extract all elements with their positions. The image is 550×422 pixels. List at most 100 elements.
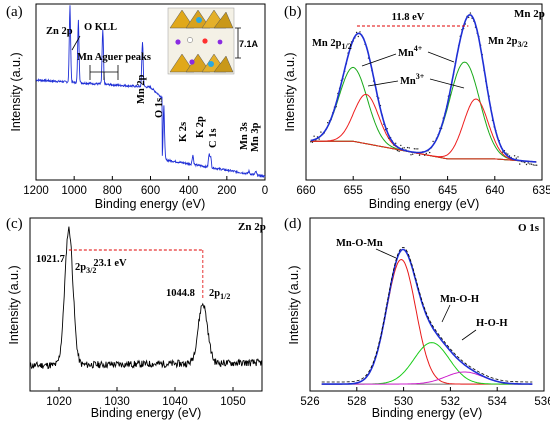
panel-b-tick-label: 635 [532,185,550,197]
panel-b-curves [310,12,538,166]
auger-bracket [89,65,119,80]
label-mn-o-h: Mn-O-H [440,294,479,305]
panel-c-peak2-label: 2p1/2 [209,288,230,301]
panel-d-label: (d) [284,216,302,232]
mn3-pointers [367,78,465,89]
label-h-o-h: H-O-H [476,318,508,329]
label-mn3p: Mn 3p [250,122,261,152]
mn2p-raw-point [320,131,322,133]
panel-a-label: (a) [6,4,23,20]
mn2p-raw-point [327,122,329,124]
panel-c-peak1-value: 1021.7 [36,254,65,265]
mn2p-raw-point [400,144,402,147]
panel-b-title: Mn 2p [514,8,545,20]
panel-c-peak1-label: 2p3/2 [75,262,96,275]
mn2p-raw-point [529,163,531,165]
panel-c-title: Zn 2p [238,221,266,233]
panel-d-tick-label: 526 [300,396,319,408]
panel-a: (a) 1200 1000 800 600 400 200 0 Binding energy… [6,3,268,211]
mn2p-raw-point [519,163,521,165]
label-mn2p32: Mn 2p3/2 [488,36,528,49]
mn2p-raw-point [403,147,405,149]
mn2p-raw-point [425,152,427,155]
mn2p-raw-point [469,12,472,14]
mn2p-component-mn3-1 [310,98,537,163]
mn2p-raw-point [432,140,434,143]
mn2p-raw-point [410,154,412,156]
panel-a-tick-label: 200 [217,185,236,197]
mn2p-envelope [310,14,537,163]
panel-d-tick-label: 534 [488,396,508,408]
panel-b-ylabel: Intensity (a.u.) [283,52,297,131]
panel-b-tick-label: 640 [485,185,504,197]
mn2p-raw-point [417,148,419,150]
mn2p-raw-point [418,154,421,156]
label-zn2p: Zn 2p [46,26,73,37]
mn2p-raw-point [507,153,509,155]
panel-b-splitting-label: 11.8 eV [392,12,425,23]
panel-a-survey-line [35,5,266,178]
label-mn3: Mn3+ [400,72,425,87]
mn2p-raw-point [524,161,526,164]
panel-c-label: (c) [6,216,23,232]
panel-d-tick-label: 536 [534,396,550,408]
panel-d-tick-label: 532 [441,396,460,408]
panel-c-tick-label: 1050 [220,396,246,408]
panel-a-tick-label: 1200 [23,185,49,197]
mn2p-raw-point [310,141,312,143]
label-mn-auger: Mn Aguer peaks [77,52,151,63]
panel-b-tick-label: 645 [438,185,457,197]
panel-b-x-ticks: 660 655 650 645 640 635 [296,176,550,197]
o1s-component-mn-o-h [321,342,533,385]
mn2p-raw-point [527,162,529,164]
panel-c-splitting-label: 23.1 eV [93,258,127,269]
mn2p-raw-point [395,142,397,144]
mn2p-raw-point [525,163,528,166]
panel-a-tick-label: 0 [262,185,268,197]
h-o-h-pointer [461,329,477,341]
mn2p-raw-point [313,135,315,137]
mn2p-raw-point [468,16,470,19]
mn2p-raw-point [357,35,359,38]
mn2p-raw-point [311,141,314,143]
mn2p-raw-point [513,155,516,157]
panel-b-tick-label: 660 [296,185,315,197]
mn2p-raw-point [530,163,533,165]
panel-c-x-ticks: 1020 1030 1040 1050 [46,387,246,408]
mn2p-raw-point [398,150,400,153]
panel-c-tick-label: 1040 [162,396,188,408]
panel-c-xlabel: Binding energy (eV) [91,406,201,420]
mn2p-raw-point [406,146,409,149]
label-mn4: Mn4+ [398,44,423,59]
okll-pointer [71,35,81,51]
panel-b-frame [305,3,543,181]
panel-a-tick-label: 600 [141,185,160,197]
label-mn-o-mn: Mn-O-Mn [336,238,383,249]
panel-b-tick-label: 650 [391,185,410,197]
panel-d-tick-label: 528 [347,396,366,408]
mn-o-mn-pointer [375,248,397,259]
inset-spacing-label: 7.1A [239,39,259,49]
o1s-raw-data [321,247,533,383]
panel-d-x-ticks: 526 528 530 532 534 536 [300,387,550,408]
mn2p-raw-point [415,148,417,150]
mn2p-raw-point [408,147,410,149]
o1s-envelope [321,248,533,385]
panel-b-xlabel: Binding energy (eV) [369,197,479,211]
panel-a-tick-label: 400 [179,185,198,197]
panel-d-title: O 1s [518,222,540,234]
mn2p-raw-point [359,31,361,33]
label-k2p: K 2p [195,116,206,138]
mn2p-raw-point [517,156,519,158]
label-k2s: K 2s [178,122,189,142]
mn2p-raw-point [401,147,404,149]
mn2p-raw-point [534,164,536,166]
mn2p-raw-point [536,164,538,166]
panel-c-tick-label: 1030 [104,396,130,408]
mn2p-raw-point [412,153,414,155]
panel-d: (d) O 1s 526 528 530 532 534 536 Binding ener… [284,216,550,420]
panel-a-xlabel: Binding energy (eV) [95,197,205,211]
panel-d-tick-label: 530 [394,396,413,408]
panel-c-ylabel: Intensity (a.u.) [7,265,21,344]
panel-c-tick-label: 1020 [46,396,72,408]
